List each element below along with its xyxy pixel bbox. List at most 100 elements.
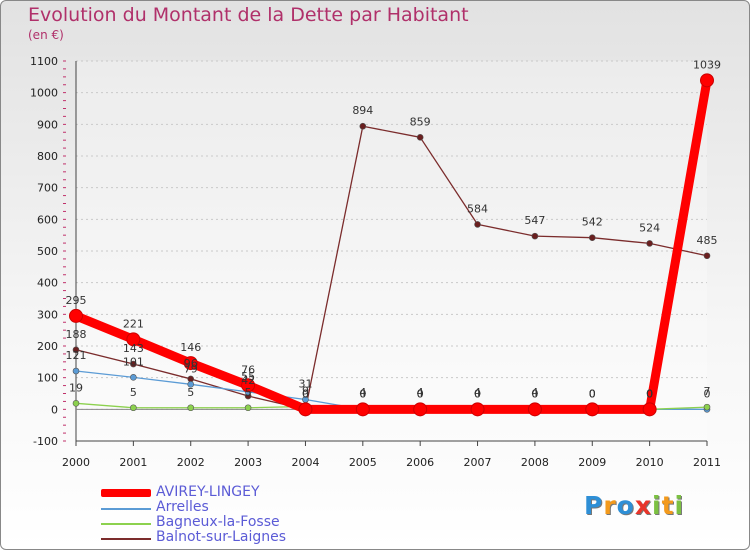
data-label: 4: [531, 386, 538, 399]
data-label: 547: [524, 214, 545, 227]
data-label: 7: [704, 385, 711, 398]
data-label: 31: [298, 378, 312, 391]
x-tick-label: 2006: [406, 456, 434, 469]
data-point: [703, 252, 711, 260]
data-point: [187, 404, 195, 412]
x-tick-label: 2001: [119, 456, 147, 469]
data-label: 0: [531, 387, 538, 400]
data-label: 0: [417, 387, 424, 400]
x-tick-label: 2010: [636, 456, 664, 469]
data-point: [700, 73, 714, 88]
x-tick-label: 2000: [62, 456, 90, 469]
y-tick-label: 400: [37, 277, 58, 290]
x-tick-label: 2002: [177, 456, 205, 469]
logo-letter: i: [652, 491, 662, 520]
legend-item-arrelles: Arrelles: [101, 499, 361, 515]
data-label: 0: [646, 387, 653, 400]
legend-label: Arrelles: [156, 499, 209, 515]
data-point: [183, 356, 198, 371]
y-tick-label: 800: [37, 150, 58, 163]
data-label: 5: [187, 386, 194, 399]
data-point: [703, 403, 711, 411]
logo-letter: P: [584, 491, 604, 520]
data-point: [416, 134, 424, 141]
y-tick-label: 1000: [30, 87, 58, 100]
data-label: 121: [66, 349, 87, 362]
data-label: 221: [123, 317, 144, 330]
data-point: [69, 308, 83, 323]
data-label: 42: [241, 374, 255, 387]
data-point: [72, 400, 80, 407]
data-point: [413, 402, 428, 417]
data-label: 5: [245, 386, 252, 399]
data-label: 101: [123, 355, 144, 368]
data-point: [359, 122, 367, 130]
data-label: 0: [474, 387, 481, 400]
legend-swatch: [101, 538, 151, 540]
y-tick-label: 200: [37, 340, 58, 353]
data-point: [646, 240, 653, 247]
data-point: [585, 402, 600, 417]
logo-letter: x: [634, 491, 652, 520]
data-label: 4: [417, 386, 424, 399]
legend: AVIREY-LINGEY Arrelles Bagneux-la-Fosse …: [101, 484, 361, 545]
legend-item-bagneux-la-fosse: Bagneux-la-Fosse: [101, 514, 361, 530]
data-label: 542: [582, 216, 603, 229]
data-point: [355, 402, 370, 417]
x-tick-label: 2005: [349, 456, 377, 469]
chart-title: Evolution du Montant de la Dette par Hab…: [28, 4, 469, 26]
y-tick-label: 900: [37, 118, 58, 131]
legend-swatch: [101, 523, 151, 525]
logo-letter: r: [603, 491, 617, 520]
legend-label: AVIREY-LINGEY: [156, 484, 260, 500]
legend-item-avirey-lingey: AVIREY-LINGEY: [101, 484, 361, 500]
data-label: 79: [184, 362, 198, 375]
data-label: 0: [417, 387, 424, 400]
data-label: 4: [474, 386, 481, 399]
data-point: [187, 381, 195, 388]
y-tick-label: 300: [37, 308, 58, 321]
x-tick-label: 2011: [693, 456, 721, 469]
series-line-balnot-sur-laignes: [75, 125, 708, 410]
x-tick-label: 2003: [234, 456, 262, 469]
legend-swatch: [101, 489, 151, 497]
data-point: [241, 378, 256, 393]
data-point: [474, 221, 481, 228]
data-label: 295: [66, 294, 87, 307]
data-point: [130, 360, 137, 368]
data-label: 524: [639, 221, 660, 234]
proxiti-logo: Proxiti: [584, 491, 684, 520]
logo-letter: t: [661, 491, 675, 520]
logo-letter: i: [674, 491, 685, 520]
y-tick-label: -100: [33, 435, 58, 448]
y-tick-label: 0: [51, 403, 58, 416]
data-label: 0: [359, 387, 366, 400]
data-label: 0: [302, 387, 309, 400]
data-label: 19: [69, 381, 83, 394]
data-label: 485: [697, 234, 718, 247]
x-tick-label: 2004: [291, 456, 319, 469]
data-point: [130, 374, 137, 381]
legend-label: Balnot-sur-Laignes: [156, 529, 287, 545]
legend-swatch: [101, 508, 151, 510]
data-point: [642, 402, 657, 417]
x-tick-label: 2007: [464, 456, 492, 469]
y-tick-label: 500: [37, 245, 58, 258]
x-tick-label: 2009: [578, 456, 606, 469]
data-point: [72, 367, 80, 375]
data-point: [130, 404, 137, 412]
legend-item-balnot-sur-laignes: Balnot-sur-Laignes: [101, 529, 361, 545]
chart-subtitle: (en €): [28, 28, 64, 42]
legend-label: Bagneux-la-Fosse: [156, 514, 280, 530]
y-tick-label: 1100: [30, 55, 58, 68]
data-label: 0: [359, 387, 366, 400]
data-label: 0: [704, 387, 711, 400]
data-label: 0: [531, 387, 538, 400]
data-point: [126, 332, 141, 347]
data-label: 0: [646, 387, 653, 400]
data-label: 1039: [693, 58, 721, 71]
series-line-avirey-lingey: [71, 75, 712, 414]
data-label: 0: [646, 387, 653, 400]
